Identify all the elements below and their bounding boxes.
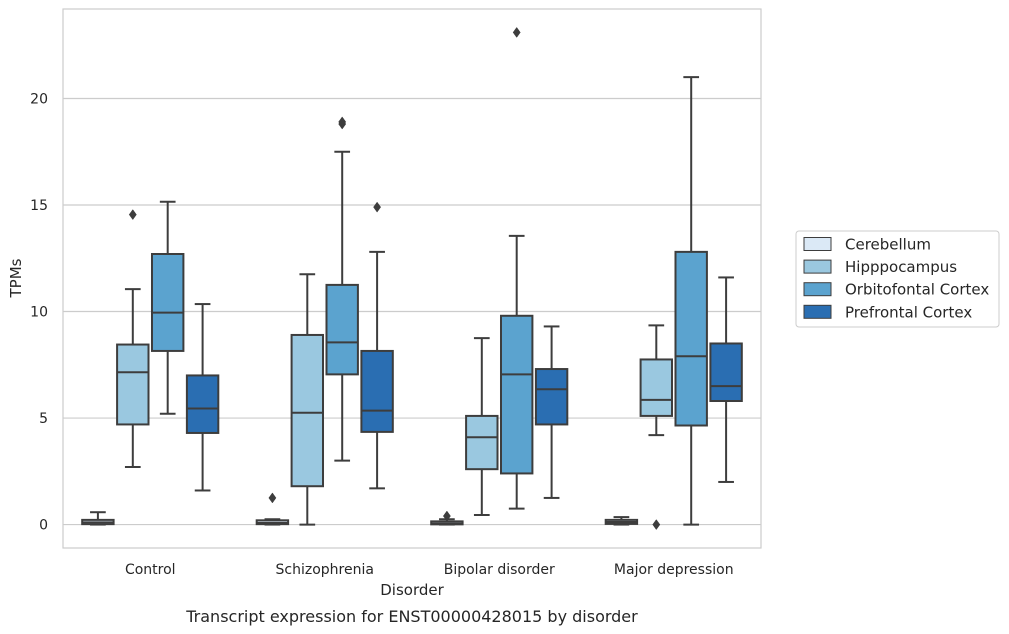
outlier-point xyxy=(512,27,521,38)
box-2-1 xyxy=(255,492,290,526)
box-4-2 xyxy=(639,324,674,530)
box-3-2 xyxy=(465,337,499,516)
legend-swatch xyxy=(803,259,832,274)
y-tick-label: 10 xyxy=(30,305,48,321)
box-3-4 xyxy=(534,325,569,499)
outlier-point xyxy=(128,209,137,221)
box-4-4 xyxy=(709,276,743,483)
y-tick-label: 5 xyxy=(39,411,48,427)
box-iqr xyxy=(674,250,708,427)
legend-swatch xyxy=(803,237,832,251)
boxes xyxy=(81,27,743,530)
box-3-1 xyxy=(430,510,464,526)
outlier-point xyxy=(442,510,451,522)
outlier-point xyxy=(268,492,277,504)
chart-caption: Transcript expression for ENST0000042801… xyxy=(185,607,638,626)
box-iqr xyxy=(360,349,394,433)
box-iqr xyxy=(499,314,534,475)
x-tick-label: Bipolar disorder xyxy=(444,562,555,578)
box-iqr xyxy=(116,343,150,426)
y-axis-ticks: 0 5 10 15 20 xyxy=(30,91,48,533)
outlier-point xyxy=(652,519,661,530)
box-4-3 xyxy=(674,76,708,526)
y-axis-label: TPMs xyxy=(7,258,25,298)
plot-frame xyxy=(62,8,762,549)
legend: Cerebellum Hipppocampus Orbitofontal Corte… xyxy=(795,230,1000,328)
legend-label: Cerebellum xyxy=(845,236,931,254)
box-1-3 xyxy=(150,200,185,415)
box-3-3 xyxy=(499,27,534,510)
box-iqr xyxy=(709,342,743,403)
outlier-point xyxy=(373,201,382,213)
legend-label: Orbitofontal Cortex xyxy=(845,281,989,299)
box-iqr xyxy=(185,374,220,434)
box-2-3 xyxy=(325,116,359,462)
box-4-1 xyxy=(604,516,639,526)
x-axis-label: Disorder xyxy=(380,581,444,599)
y-tick-label: 20 xyxy=(30,91,48,107)
legend-label: Prefrontal Cortex xyxy=(845,303,972,321)
legend-swatch xyxy=(803,282,832,297)
box-iqr xyxy=(534,368,569,426)
box-1-1 xyxy=(81,511,115,526)
box-2-4 xyxy=(360,201,394,490)
x-tick-label: Schizophrenia xyxy=(276,562,374,578)
box-1-2 xyxy=(116,209,150,469)
x-tick-label: Major depression xyxy=(614,562,734,578)
box-1-4 xyxy=(185,303,220,492)
outlier-point xyxy=(338,116,347,128)
x-tick-label: Control xyxy=(125,562,176,578)
y-tick-label: 0 xyxy=(39,518,48,534)
y-tick-label: 15 xyxy=(30,198,48,214)
legend-frame xyxy=(795,230,1000,328)
box-iqr xyxy=(465,414,499,471)
box-iqr xyxy=(150,253,185,352)
legend-label: Hipppocampus xyxy=(845,258,957,276)
box-2-2 xyxy=(290,273,325,526)
box-iqr xyxy=(639,358,674,417)
box-iqr xyxy=(290,333,325,488)
box-iqr xyxy=(325,283,359,376)
x-axis-ticks: Control Schizophrenia Bipolar disorder Majo… xyxy=(125,562,734,578)
legend-swatch xyxy=(803,304,832,319)
